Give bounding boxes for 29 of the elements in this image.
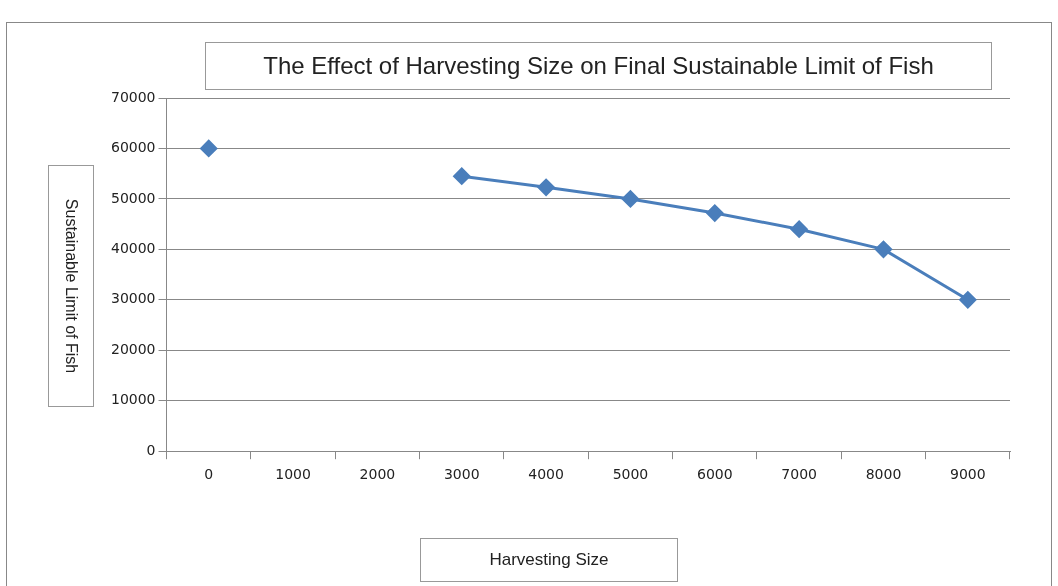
y-axis-title: Sustainable Limit of Fish [62,198,80,374]
point [706,204,724,222]
point [621,190,639,208]
y-tick-label: 40000 [110,240,156,257]
x-axis-title: Harvesting Size [420,538,678,582]
x-tick-label: 6000 [696,466,733,483]
y-tick-label: 30000 [110,290,156,307]
x-tick-label: 9000 [950,466,986,483]
y-tick-label: 0 [146,441,156,458]
x-tick-label: 8000 [865,466,902,483]
chart-title: The Effect of Harvesting Size on Final Sustainable Limit of Fish [205,42,992,90]
x-tick-label: 1000 [275,466,311,483]
point [874,240,892,258]
y-tick-label: 10000 [110,391,156,408]
point [790,220,808,238]
x-tick-label: 5000 [612,466,649,483]
y-tick-label: 60000 [110,139,156,156]
x-tick-label: 4000 [528,466,564,483]
point [200,139,218,157]
x-tick-label: 3000 [443,466,480,483]
y-tick-label: 20000 [110,340,156,357]
point [453,167,471,185]
x-tick-label: 0 [204,466,214,483]
point [959,291,977,309]
x-tick-label: 7000 [781,466,817,483]
y-tick-label: 70000 [110,88,156,105]
y-tick-label: 50000 [110,189,156,206]
point [537,178,555,196]
x-tick-label: 2000 [359,466,396,483]
